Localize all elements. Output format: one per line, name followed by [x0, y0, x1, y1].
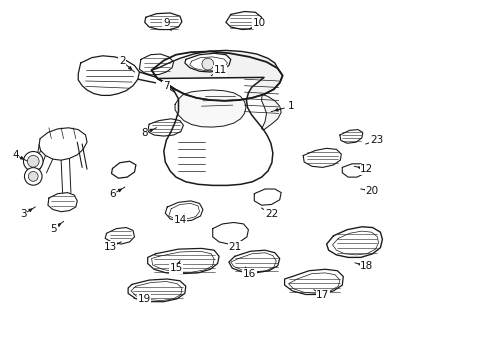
Text: 19: 19: [137, 294, 151, 304]
Text: 22: 22: [264, 209, 278, 219]
Polygon shape: [303, 148, 341, 167]
Text: 17: 17: [315, 290, 329, 300]
Text: 5: 5: [50, 224, 57, 234]
Polygon shape: [225, 12, 261, 30]
Polygon shape: [228, 250, 279, 273]
Polygon shape: [147, 248, 219, 274]
Circle shape: [27, 156, 39, 167]
Text: 7: 7: [163, 81, 169, 91]
Polygon shape: [105, 228, 134, 244]
Polygon shape: [139, 54, 173, 75]
Text: 10: 10: [252, 18, 265, 28]
Text: 16: 16: [242, 269, 256, 279]
Polygon shape: [175, 90, 245, 127]
Text: 11: 11: [213, 65, 226, 75]
Text: 18: 18: [359, 261, 373, 271]
Text: 21: 21: [227, 242, 241, 252]
Polygon shape: [342, 164, 365, 177]
Text: 1: 1: [287, 101, 294, 111]
Text: 13: 13: [103, 242, 117, 252]
Polygon shape: [151, 51, 282, 101]
Text: 9: 9: [163, 18, 169, 28]
Polygon shape: [144, 13, 182, 30]
Polygon shape: [284, 269, 343, 294]
Polygon shape: [147, 119, 183, 136]
Text: 20: 20: [365, 186, 377, 196]
Text: 12: 12: [359, 164, 373, 174]
Polygon shape: [151, 50, 282, 101]
Text: 14: 14: [173, 215, 186, 225]
Text: 3: 3: [20, 209, 27, 219]
Text: 2: 2: [119, 56, 125, 66]
Text: 8: 8: [141, 128, 147, 138]
Polygon shape: [111, 161, 136, 178]
Polygon shape: [254, 189, 281, 205]
Polygon shape: [39, 128, 87, 160]
Polygon shape: [128, 279, 185, 302]
Polygon shape: [212, 222, 248, 244]
Text: 15: 15: [169, 263, 183, 273]
Text: 23: 23: [369, 135, 383, 145]
Polygon shape: [78, 56, 139, 95]
Polygon shape: [48, 193, 77, 212]
Polygon shape: [165, 201, 203, 221]
Polygon shape: [184, 53, 230, 72]
Polygon shape: [326, 227, 382, 257]
Polygon shape: [261, 94, 281, 130]
Text: 6: 6: [109, 189, 116, 199]
Polygon shape: [339, 130, 362, 143]
Text: 4: 4: [12, 150, 19, 160]
Circle shape: [28, 171, 38, 181]
Circle shape: [24, 168, 42, 185]
Polygon shape: [157, 77, 272, 185]
Circle shape: [202, 58, 213, 70]
Circle shape: [23, 152, 43, 171]
